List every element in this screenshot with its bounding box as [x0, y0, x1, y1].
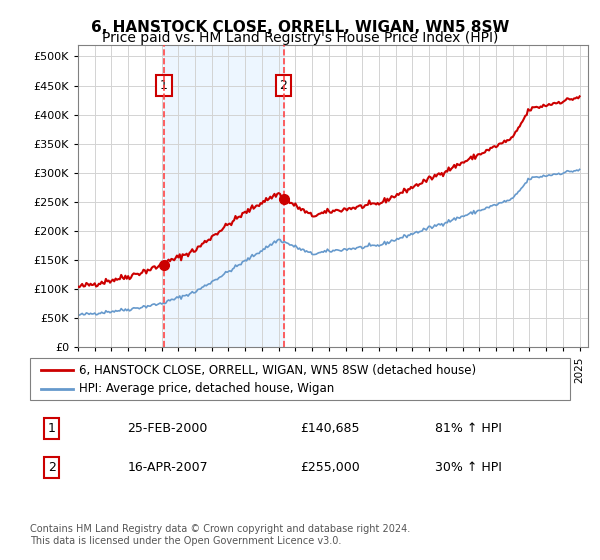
Text: 2: 2: [47, 461, 56, 474]
Text: £140,685: £140,685: [300, 422, 359, 435]
Text: HPI: Average price, detached house, Wigan: HPI: Average price, detached house, Wiga…: [79, 382, 334, 395]
Text: Price paid vs. HM Land Registry's House Price Index (HPI): Price paid vs. HM Land Registry's House …: [102, 31, 498, 45]
FancyBboxPatch shape: [30, 358, 570, 400]
Text: 1: 1: [47, 422, 56, 435]
Text: 16-APR-2007: 16-APR-2007: [127, 461, 208, 474]
Text: 25-FEB-2000: 25-FEB-2000: [127, 422, 208, 435]
Text: 2: 2: [280, 79, 287, 92]
Text: £255,000: £255,000: [300, 461, 360, 474]
Bar: [164, 45, 284, 347]
Text: Contains HM Land Registry data © Crown copyright and database right 2024.
This d: Contains HM Land Registry data © Crown c…: [30, 524, 410, 546]
Text: 30% ↑ HPI: 30% ↑ HPI: [435, 461, 502, 474]
Text: 6, HANSTOCK CLOSE, ORRELL, WIGAN, WN5 8SW (detached house): 6, HANSTOCK CLOSE, ORRELL, WIGAN, WN5 8S…: [79, 363, 476, 377]
Text: 1: 1: [160, 79, 168, 92]
Text: 6, HANSTOCK CLOSE, ORRELL, WIGAN, WN5 8SW: 6, HANSTOCK CLOSE, ORRELL, WIGAN, WN5 8S…: [91, 20, 509, 35]
Text: 81% ↑ HPI: 81% ↑ HPI: [435, 422, 502, 435]
